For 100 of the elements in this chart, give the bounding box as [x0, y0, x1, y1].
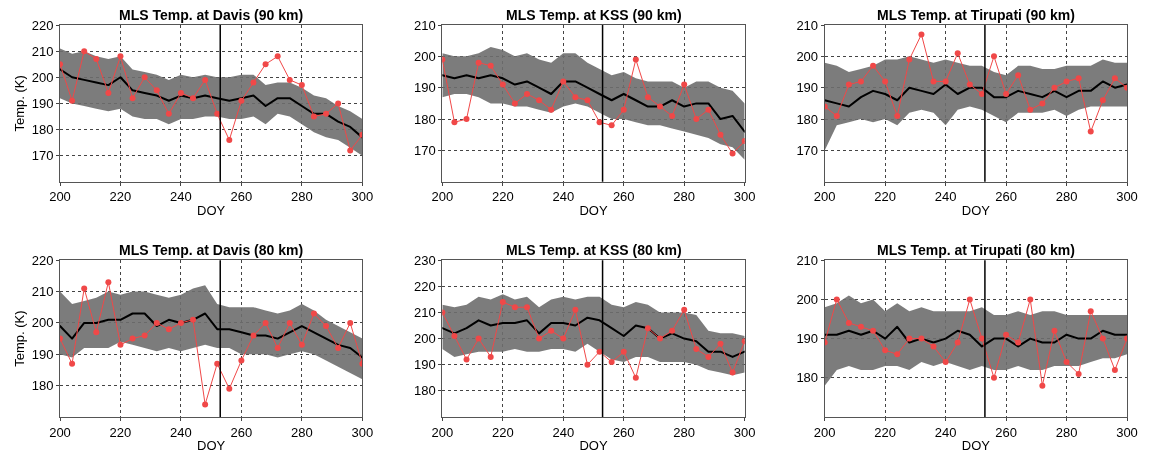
point — [141, 332, 148, 339]
x-tick-label: 200 — [49, 424, 71, 440]
x-tick-label: 220 — [109, 424, 132, 440]
x-tick-label: 240 — [934, 424, 957, 440]
point — [990, 374, 997, 381]
point — [347, 319, 354, 326]
y-tick-label: 200 — [796, 48, 819, 64]
x-tick-label: 260 — [230, 189, 253, 205]
point — [511, 100, 518, 107]
y-tick-label: 190 — [414, 80, 436, 96]
y-tick-label: 170 — [796, 142, 819, 158]
point — [584, 361, 591, 368]
x-axis-title: DOY — [197, 438, 226, 454]
y-tick-label: 180 — [796, 111, 819, 127]
y-tick-label: 190 — [414, 357, 436, 373]
y-tick-label: 190 — [796, 80, 819, 96]
point — [499, 299, 506, 306]
point — [1027, 296, 1034, 303]
point — [644, 325, 651, 332]
point — [1111, 366, 1118, 373]
point — [681, 81, 688, 88]
x-tick-label: 240 — [552, 424, 575, 440]
x-tick-label: 240 — [552, 189, 575, 205]
point — [310, 310, 317, 317]
point — [729, 150, 736, 157]
point — [226, 136, 233, 143]
point — [141, 74, 148, 81]
point — [657, 335, 664, 342]
point — [202, 401, 209, 408]
point — [487, 62, 494, 69]
point — [286, 76, 293, 83]
point — [857, 323, 864, 330]
point — [845, 319, 852, 326]
point — [705, 106, 712, 113]
y-tick-label: 220 — [31, 17, 54, 33]
point — [1075, 75, 1082, 82]
point — [845, 81, 852, 88]
point — [918, 31, 925, 38]
point — [620, 348, 627, 355]
point — [942, 78, 949, 85]
x-tick-label: 280 — [673, 189, 696, 205]
point — [572, 94, 579, 101]
x-tick-label: 240 — [170, 424, 192, 440]
point — [930, 343, 937, 350]
point — [906, 56, 913, 63]
point — [117, 341, 124, 348]
chart-title: MLS Temp. at Tirupati (90 km) — [877, 7, 1075, 23]
x-tick-label: 240 — [170, 189, 192, 205]
point — [165, 326, 172, 333]
point — [153, 319, 160, 326]
y-tick-label: 200 — [31, 315, 54, 331]
y-tick-label: 180 — [796, 370, 819, 386]
point — [1063, 78, 1070, 85]
x-tick-label: 280 — [291, 189, 313, 205]
point — [1099, 335, 1106, 342]
x-tick-label: 280 — [1055, 424, 1078, 440]
point — [1087, 308, 1094, 315]
point — [705, 353, 712, 360]
x-tick-label: 280 — [1055, 189, 1078, 205]
point — [1003, 90, 1010, 97]
point — [335, 345, 342, 352]
point — [608, 122, 615, 129]
y-tick-label: 200 — [796, 291, 819, 307]
point — [894, 112, 901, 119]
point — [942, 359, 949, 366]
y-tick-label: 210 — [414, 17, 436, 33]
point — [1111, 75, 1118, 82]
chart-title: MLS Temp. at KSS (90 km) — [506, 7, 682, 23]
point — [1027, 106, 1034, 113]
y-axis-title: Temp. (K) — [11, 310, 27, 367]
x-axis-title: DOY — [579, 203, 608, 218]
point — [105, 89, 112, 96]
y-tick-label: 210 — [31, 284, 54, 300]
point — [717, 131, 724, 138]
point — [632, 374, 639, 381]
y-tick-label: 210 — [31, 43, 54, 59]
y-tick-label: 190 — [31, 346, 54, 362]
point — [274, 53, 281, 60]
point — [729, 369, 736, 376]
point — [632, 56, 639, 63]
point — [129, 335, 136, 342]
point — [202, 76, 209, 83]
point — [954, 339, 961, 346]
point — [81, 285, 88, 292]
x-tick-label: 240 — [934, 189, 957, 205]
point — [966, 81, 973, 88]
x-axis-title: DOY — [961, 438, 991, 454]
point — [1003, 331, 1010, 338]
point — [347, 147, 354, 154]
point — [475, 335, 482, 342]
y-tick-label: 200 — [414, 331, 436, 347]
point — [1051, 84, 1058, 91]
point — [717, 340, 724, 347]
point — [323, 323, 330, 330]
point — [906, 335, 913, 342]
point — [978, 90, 985, 97]
point — [298, 341, 305, 348]
point — [870, 62, 877, 69]
point — [548, 327, 555, 334]
point — [644, 94, 651, 101]
